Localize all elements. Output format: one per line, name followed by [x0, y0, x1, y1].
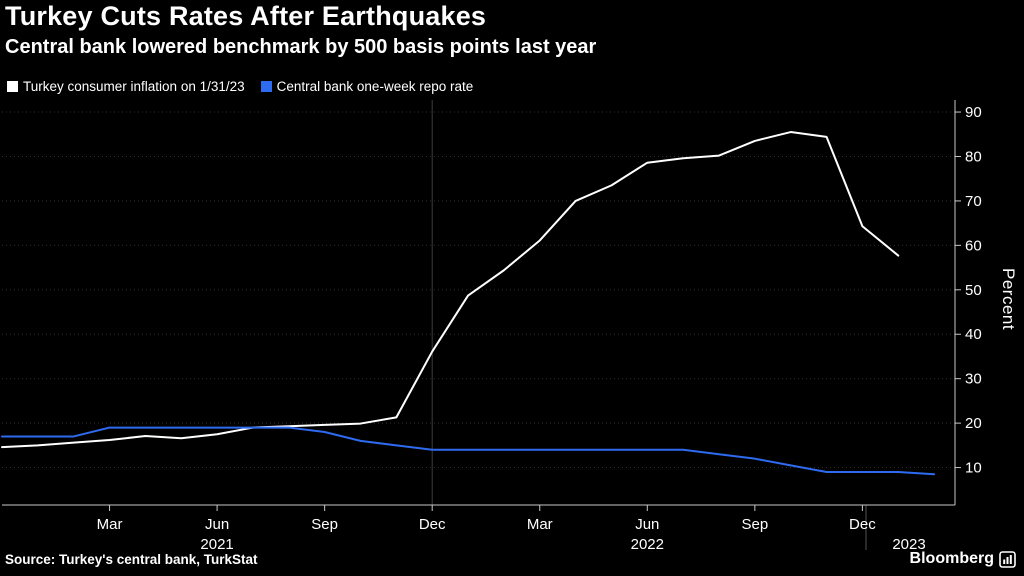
legend-item-inflation: Turkey consumer inflation on 1/31/23: [7, 79, 245, 94]
svg-text:Mar: Mar: [97, 516, 123, 533]
svg-text:90: 90: [965, 104, 982, 121]
svg-text:80: 80: [965, 148, 982, 165]
svg-text:Sep: Sep: [311, 516, 338, 533]
svg-text:2022: 2022: [631, 536, 664, 553]
svg-text:Dec: Dec: [419, 516, 446, 533]
chart-legend: Turkey consumer inflation on 1/31/23 Cen…: [7, 79, 473, 94]
svg-text:30: 30: [965, 371, 982, 388]
svg-text:60: 60: [965, 237, 982, 254]
svg-text:20: 20: [965, 415, 982, 432]
svg-text:2023: 2023: [892, 536, 925, 553]
svg-text:50: 50: [965, 282, 982, 299]
svg-text:Jun: Jun: [635, 516, 659, 533]
legend-item-repo: Central bank one-week repo rate: [260, 79, 474, 94]
legend-swatch-repo-icon: [260, 81, 272, 92]
legend-swatch-inflation-icon: [7, 81, 18, 92]
svg-text:70: 70: [965, 193, 982, 210]
svg-text:2021: 2021: [200, 536, 233, 553]
svg-text:Dec: Dec: [849, 516, 876, 533]
bloomberg-terminal-icon: [999, 550, 1016, 568]
chart-subtitle: Central bank lowered benchmark by 500 ba…: [5, 36, 597, 58]
chart-title: Turkey Cuts Rates After Earthquakes: [5, 1, 487, 31]
svg-text:Mar: Mar: [527, 516, 553, 533]
svg-text:Sep: Sep: [741, 516, 768, 533]
svg-text:Jun: Jun: [205, 516, 229, 533]
y-axis-label: Percent: [999, 268, 1018, 331]
bloomberg-wordmark: Bloomberg: [909, 550, 994, 567]
legend-label-inflation: Turkey consumer inflation on 1/31/23: [23, 79, 245, 94]
svg-text:10: 10: [965, 460, 982, 477]
legend-label-repo: Central bank one-week repo rate: [276, 79, 474, 94]
bloomberg-logo: Bloomberg: [910, 550, 1016, 568]
source-note: Source: Turkey's central bank, TurkStat: [5, 552, 258, 567]
svg-text:40: 40: [965, 326, 982, 343]
